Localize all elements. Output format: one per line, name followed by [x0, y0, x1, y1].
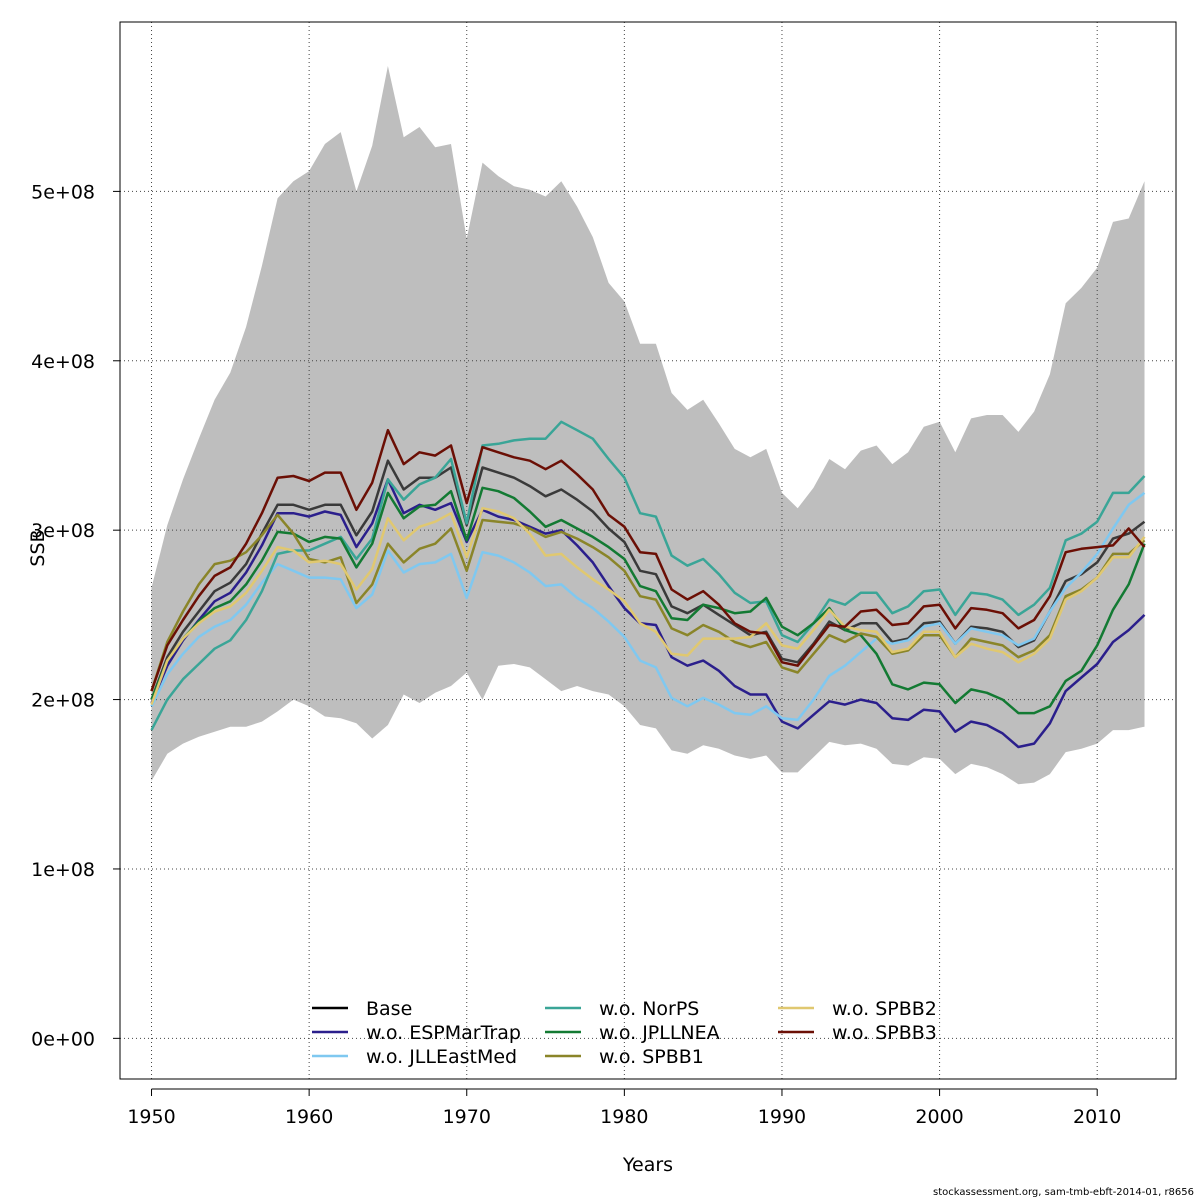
series-line-w-o-spbb2	[150, 506, 1146, 706]
x-tick-label: 2010	[1073, 1106, 1121, 1128]
y-tick-label: 0e+00	[31, 1028, 95, 1050]
x-axis: 1950 1960 1970 1980 1990 2000 2010	[127, 1088, 1121, 1128]
x-tick-label: 1960	[285, 1106, 333, 1128]
legend-label: w.o. NorPS	[599, 998, 699, 1020]
confidence-band-area	[151, 66, 1145, 785]
legend-label: w.o. SPBB1	[599, 1046, 704, 1068]
footer-credit: stockassessment.org, sam-tmb-ebft-2014-0…	[933, 1187, 1194, 1198]
y-tick-label: 3e+08	[31, 520, 95, 542]
y-tick-label: 4e+08	[31, 351, 95, 373]
legend-label: w.o. SPBB3	[832, 1022, 937, 1044]
x-tick-label: 1950	[127, 1106, 175, 1128]
legend-label: w.o. SPBB2	[832, 998, 937, 1020]
series-line-w-o-jpllnea	[150, 486, 1146, 715]
y-axis: 0e+00 1e+08 2e+08 3e+08 4e+08 5e+08	[31, 181, 121, 1050]
series-lines	[150, 420, 1146, 749]
x-tick-label: 1970	[443, 1106, 491, 1128]
series-line-base	[150, 459, 1146, 701]
legend-label: w.o. JPLLNEA	[599, 1022, 720, 1044]
y-tick-label: 2e+08	[31, 690, 95, 712]
legend-label: Base	[366, 998, 412, 1020]
series-line-w-o-norps	[150, 420, 1146, 731]
x-tick-label: 1990	[758, 1106, 806, 1128]
x-tick-label: 1980	[600, 1106, 648, 1128]
series-line-w-o-spbb3	[150, 428, 1146, 692]
legend-label: w.o. ESPMarTrap	[366, 1022, 521, 1044]
confidence-band	[151, 66, 1145, 785]
x-tick-label: 2000	[915, 1106, 963, 1128]
series-line-w-o-jlleastmed	[150, 491, 1146, 722]
y-tick-label: 5e+08	[31, 181, 95, 203]
x-axis-title: Years	[622, 1154, 673, 1176]
y-tick-label: 1e+08	[31, 859, 95, 881]
series-line-w-o-espmartrap	[150, 478, 1146, 749]
y-axis-title: SSB	[27, 529, 49, 566]
legend-label: w.o. JLLEastMed	[366, 1046, 517, 1068]
